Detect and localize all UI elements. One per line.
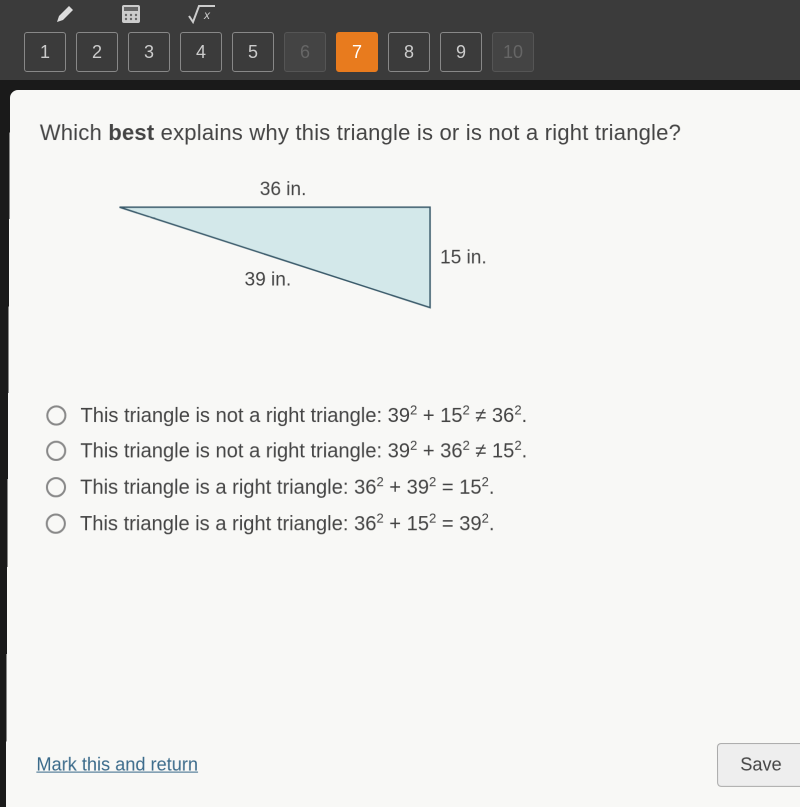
q-bold: best	[108, 120, 154, 145]
option-text: This triangle is not a right triangle: 3…	[80, 402, 527, 428]
triangle-label-bottom: 39 in.	[245, 269, 292, 291]
q-suffix: explains why this triangle is or is not …	[154, 120, 681, 145]
triangle-label-top: 36 in.	[260, 179, 307, 201]
toolbar: x 12345678910	[0, 0, 800, 80]
nav-button-8[interactable]: 8	[388, 32, 430, 72]
nav-button-10: 10	[492, 32, 534, 72]
question-text: Which best explains why this triangle is…	[40, 118, 771, 149]
radio-icon[interactable]	[46, 441, 66, 461]
option-text: This triangle is not a right triangle: 3…	[80, 438, 527, 464]
svg-text:x: x	[203, 8, 211, 22]
answer-options: This triangle is not a right triangle: 3…	[46, 402, 773, 536]
pencil-icon[interactable]	[55, 4, 75, 24]
triangle-shape	[119, 207, 430, 307]
option-text: This triangle is a right triangle: 362 +…	[80, 474, 494, 500]
triangle-figure: 36 in. 15 in. 39 in.	[109, 187, 491, 378]
option-4[interactable]: This triangle is a right triangle: 362 +…	[46, 510, 773, 536]
tool-icons: x	[55, 0, 217, 28]
nav-button-1[interactable]: 1	[24, 32, 66, 72]
nav-buttons: 12345678910	[24, 32, 534, 72]
question-card: Which best explains why this triangle is…	[6, 90, 800, 807]
nav-button-9[interactable]: 9	[440, 32, 482, 72]
option-3[interactable]: This triangle is a right triangle: 362 +…	[46, 474, 772, 500]
option-2[interactable]: This triangle is not a right triangle: 3…	[46, 438, 772, 464]
nav-button-5[interactable]: 5	[232, 32, 274, 72]
footer: Mark this and return Save	[36, 743, 800, 787]
nav-button-2[interactable]: 2	[76, 32, 118, 72]
mark-and-return-link[interactable]: Mark this and return	[36, 754, 198, 775]
option-1[interactable]: This triangle is not a right triangle: 3…	[46, 402, 772, 428]
nav-button-6: 6	[284, 32, 326, 72]
nav-button-4[interactable]: 4	[180, 32, 222, 72]
option-text: This triangle is a right triangle: 362 +…	[80, 510, 495, 536]
triangle-label-right: 15 in.	[440, 247, 487, 269]
q-prefix: Which	[40, 120, 109, 145]
nav-button-7[interactable]: 7	[336, 32, 378, 72]
calculator-icon[interactable]	[120, 4, 142, 24]
radio-icon[interactable]	[46, 513, 66, 533]
sqrt-icon[interactable]: x	[187, 4, 217, 24]
nav-button-3[interactable]: 3	[128, 32, 170, 72]
save-button[interactable]: Save	[717, 743, 800, 787]
radio-icon[interactable]	[46, 405, 66, 425]
radio-icon[interactable]	[46, 477, 66, 497]
